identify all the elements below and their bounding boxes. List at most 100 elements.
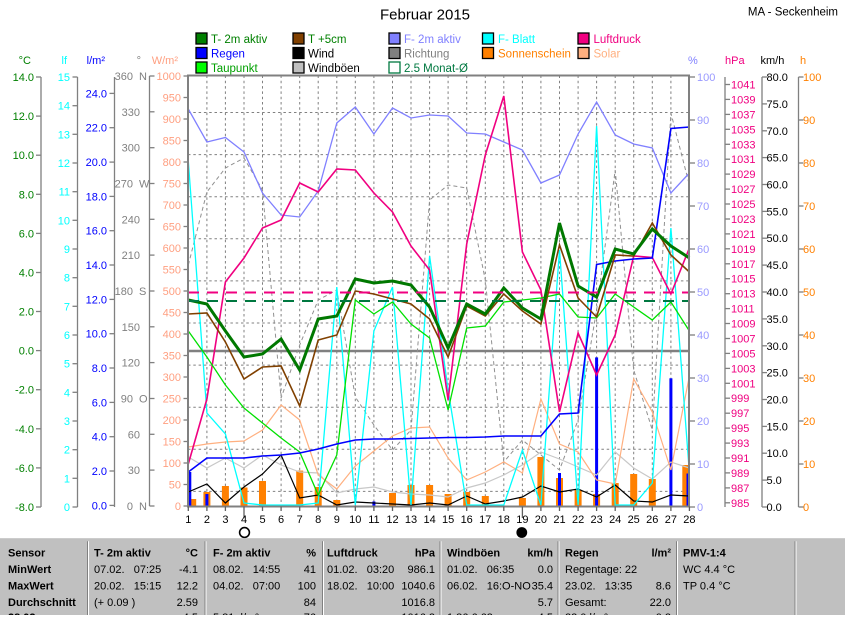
svg-text:3: 3	[64, 416, 70, 428]
svg-text:20.02. 15:15: 20.02. 15:15	[94, 581, 161, 593]
svg-text:60.0: 60.0	[767, 180, 788, 192]
svg-text:150: 150	[122, 322, 140, 334]
svg-text:12: 12	[386, 514, 398, 526]
svg-text:2.0: 2.0	[19, 307, 34, 319]
svg-text:4: 4	[241, 514, 247, 526]
svg-text:8: 8	[315, 514, 321, 526]
svg-text:80: 80	[803, 158, 815, 170]
svg-text:90: 90	[121, 394, 133, 406]
svg-text:100: 100	[697, 72, 715, 84]
svg-text:6: 6	[64, 330, 70, 342]
svg-text:1015: 1015	[731, 274, 755, 286]
svg-text:30: 30	[128, 465, 140, 477]
svg-text:4: 4	[64, 387, 70, 399]
svg-text:Sensor: Sensor	[8, 548, 46, 560]
svg-text:2.0: 2.0	[92, 466, 107, 478]
svg-text:h: h	[800, 55, 806, 67]
svg-text:70: 70	[803, 201, 815, 213]
svg-text:300: 300	[163, 372, 181, 384]
svg-text:300: 300	[122, 143, 140, 155]
svg-text:22.0: 22.0	[650, 597, 671, 609]
svg-text:11: 11	[368, 514, 379, 526]
svg-text:18.0: 18.0	[86, 191, 107, 203]
svg-text:2: 2	[64, 445, 70, 457]
svg-text:15: 15	[58, 72, 70, 84]
svg-text:40: 40	[697, 330, 709, 342]
svg-text:Windböen: Windböen	[308, 63, 360, 75]
svg-text:50: 50	[697, 287, 709, 299]
svg-text:Regen: Regen	[211, 49, 245, 61]
svg-text:MA - Seckenheim: MA - Seckenheim	[748, 7, 838, 19]
svg-text:PMV-1:4: PMV-1:4	[683, 548, 727, 560]
svg-text:6.0: 6.0	[19, 228, 34, 240]
svg-text:1001: 1001	[731, 378, 755, 390]
svg-text:800: 800	[163, 157, 181, 169]
svg-text:S: S	[139, 286, 146, 298]
svg-text:Richtung: Richtung	[404, 49, 449, 61]
svg-text:1041: 1041	[731, 80, 755, 92]
svg-text:hPa: hPa	[415, 548, 436, 560]
svg-text:15.0: 15.0	[767, 421, 788, 433]
svg-text:-2.0: -2.0	[15, 385, 34, 397]
svg-text:17: 17	[479, 514, 491, 526]
svg-text:23: 23	[590, 514, 602, 526]
svg-text:Luftdruck: Luftdruck	[594, 34, 642, 46]
svg-text:12.0: 12.0	[86, 294, 107, 306]
svg-text:90: 90	[803, 115, 815, 127]
svg-text:06.02. 16:O-NO: 06.02. 16:O-NO	[447, 581, 531, 593]
svg-text:-8.0: -8.0	[15, 502, 34, 514]
svg-text:23.02. 13:35: 23.02. 13:35	[565, 581, 632, 593]
svg-text:7: 7	[297, 514, 303, 526]
svg-text:10: 10	[697, 459, 709, 471]
svg-text:70: 70	[697, 201, 709, 213]
svg-text:Gesamt:: Gesamt:	[565, 597, 607, 609]
svg-text:(+ 0.09 ): (+ 0.09 )	[94, 597, 135, 609]
svg-text:T +5cm: T +5cm	[308, 34, 346, 46]
svg-text:5.0: 5.0	[767, 475, 782, 487]
svg-text:2: 2	[204, 514, 210, 526]
svg-text:WC 4.4 °C: WC 4.4 °C	[683, 564, 735, 576]
svg-text:250: 250	[163, 394, 181, 406]
svg-text:850: 850	[163, 136, 181, 148]
svg-text:41: 41	[304, 564, 316, 576]
svg-text:40: 40	[803, 330, 815, 342]
svg-text:1019: 1019	[731, 244, 755, 256]
svg-text:450: 450	[163, 308, 181, 320]
svg-text:1011: 1011	[731, 304, 755, 316]
svg-text:1023: 1023	[731, 214, 755, 226]
svg-text:30: 30	[697, 373, 709, 385]
svg-text:22.0: 22.0	[86, 123, 107, 135]
svg-text:27: 27	[665, 514, 677, 526]
svg-text:60: 60	[128, 429, 140, 441]
svg-text:14: 14	[58, 101, 70, 113]
svg-text:1029: 1029	[731, 169, 755, 181]
svg-text:l/m²: l/m²	[651, 548, 671, 560]
svg-text:08.02. 14:55: 08.02. 14:55	[213, 564, 280, 576]
svg-text:400: 400	[163, 329, 181, 341]
svg-text:13: 13	[58, 129, 70, 141]
svg-text:900: 900	[163, 114, 181, 126]
svg-text:40.0: 40.0	[767, 287, 788, 299]
svg-text:6: 6	[278, 514, 284, 526]
svg-text:995: 995	[731, 423, 749, 435]
svg-text:Februar 2015: Februar 2015	[380, 7, 470, 24]
svg-text:10.0: 10.0	[13, 150, 34, 162]
svg-text:7: 7	[64, 301, 70, 313]
svg-text:TP 0.4 °C: TP 0.4 °C	[683, 581, 731, 593]
svg-text:MaxWert: MaxWert	[8, 581, 54, 593]
svg-text:989: 989	[731, 468, 749, 480]
svg-text:24: 24	[609, 514, 621, 526]
svg-text:24.0: 24.0	[86, 88, 107, 100]
svg-text:993: 993	[731, 438, 749, 450]
svg-text:600: 600	[163, 243, 181, 255]
svg-text:01.02. 03:20: 01.02. 03:20	[327, 564, 394, 576]
svg-text:1003: 1003	[731, 363, 755, 375]
svg-text:0: 0	[697, 502, 703, 514]
svg-text:0: 0	[175, 501, 181, 513]
svg-text:1031: 1031	[731, 154, 755, 166]
svg-text:8: 8	[64, 273, 70, 285]
svg-text:950: 950	[163, 93, 181, 105]
svg-text:Wind: Wind	[308, 49, 334, 61]
svg-text:20.0: 20.0	[767, 395, 788, 407]
svg-text:100: 100	[163, 458, 181, 470]
